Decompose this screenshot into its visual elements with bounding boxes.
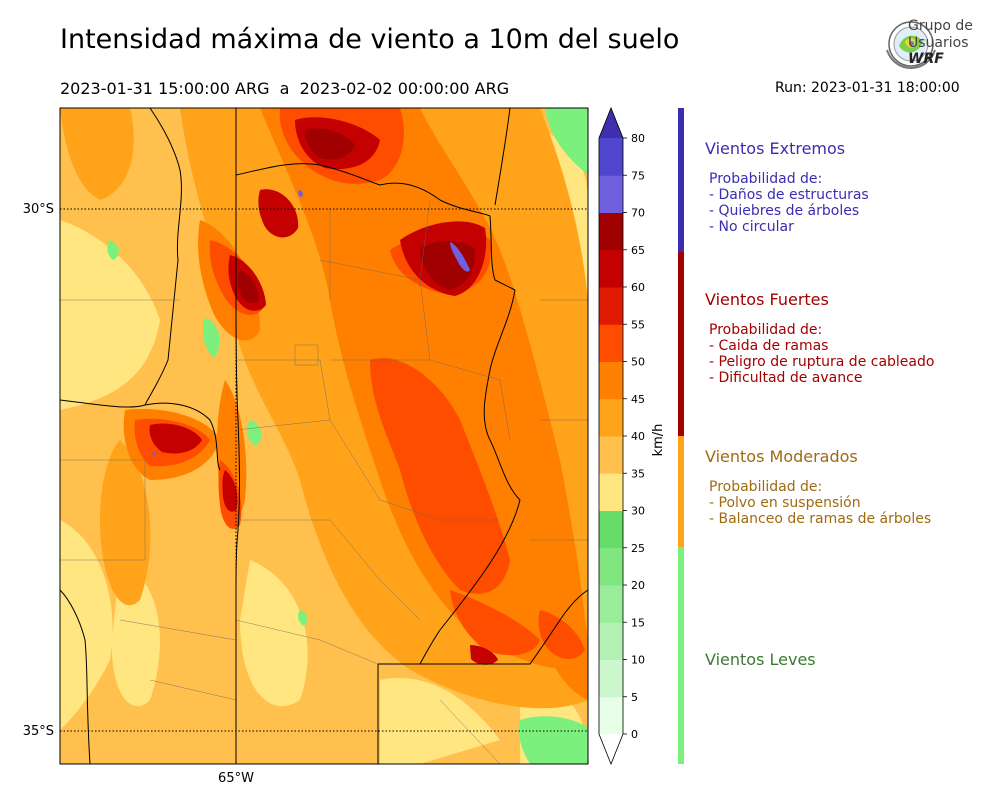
colorbar-extend-max bbox=[599, 108, 623, 138]
category-moderate-desc: Probabilidad de: - Polvo en suspensión -… bbox=[709, 479, 931, 527]
category-extreme-item: - No circular bbox=[709, 219, 794, 235]
wind-field-60-65 bbox=[237, 128, 476, 304]
colorbar-tick-label: 5 bbox=[631, 691, 638, 704]
colorbar-tick-label: 15 bbox=[631, 616, 645, 629]
colorbar-segment bbox=[599, 473, 623, 511]
category-light-title: Vientos Leves bbox=[705, 650, 816, 669]
lon-label-65w: 65°W bbox=[218, 771, 254, 786]
colorbar-segment bbox=[599, 547, 623, 586]
department-boundaries bbox=[60, 199, 588, 764]
colorbar-segment bbox=[599, 212, 623, 251]
colorbar-segment bbox=[599, 585, 623, 623]
colorbar-tick-label: 30 bbox=[631, 505, 645, 518]
category-moderate: Vientos Moderados Probabilidad de: - Pol… bbox=[705, 447, 931, 527]
lat-label-30s: 30°S bbox=[23, 202, 54, 217]
category-light: Vientos Leves bbox=[705, 650, 816, 669]
category-moderate-title: Vientos Moderados bbox=[705, 447, 858, 466]
colorbar-segment bbox=[599, 361, 623, 400]
forecast-period: 2023-01-31 15:00:00 ARG a 2023-02-02 00:… bbox=[60, 79, 510, 98]
colorbar-segment bbox=[599, 138, 623, 176]
category-extreme-heading: Probabilidad de: bbox=[709, 171, 823, 187]
wrf-logo bbox=[886, 21, 936, 69]
map-title: Intensidad máxima de viento a 10m del su… bbox=[60, 24, 680, 55]
colorbar-segment bbox=[599, 287, 623, 325]
colorbar-segment bbox=[599, 510, 623, 549]
colorbar-segment bbox=[599, 436, 623, 474]
colorbar: 0 5 10 15 20 25 30 35 40 45 50 55 60 65 70 75 80 bbox=[598, 106, 645, 766]
category-strong-title: Vientos Fuertes bbox=[705, 290, 829, 309]
category-extreme-item: - Daños de estructuras bbox=[709, 187, 869, 203]
run-timestamp: Run: 2023-01-31 18:00:00 bbox=[775, 80, 960, 96]
colorbar-tick-label: 25 bbox=[631, 542, 645, 555]
category-extreme-item: - Quiebres de árboles bbox=[709, 203, 860, 219]
logo-text-line3: WRF bbox=[908, 51, 944, 67]
logo-text-line2: Usuarios bbox=[908, 35, 969, 51]
colorbar-tick-label: 10 bbox=[631, 654, 645, 667]
category-moderate-item: - Polvo en suspensión bbox=[709, 495, 861, 511]
colorbar-tick-label: 35 bbox=[631, 467, 645, 480]
wind-field-over-65 bbox=[153, 190, 470, 456]
category-strong-item: - Peligro de ruptura de cableado bbox=[709, 354, 935, 370]
colorbar-tick-label: 65 bbox=[631, 244, 645, 257]
colorbar-tick-label: 80 bbox=[631, 132, 645, 145]
colorbar-segment bbox=[599, 659, 623, 698]
province-boundaries bbox=[60, 108, 588, 764]
category-moderate-item: - Balanceo de ramas de árboles bbox=[709, 511, 932, 527]
lat-label-35s: 35°S bbox=[23, 724, 54, 739]
map-frame bbox=[59, 107, 589, 765]
colorbar-tick-label: 75 bbox=[631, 169, 645, 182]
colorbar-segment bbox=[599, 324, 623, 362]
colorbar-extend-min bbox=[599, 734, 623, 764]
colorbar-segment bbox=[599, 696, 623, 735]
colorbar-tick-label: 50 bbox=[631, 356, 645, 369]
logo-text-line1: Grupo de bbox=[908, 18, 973, 34]
category-bar bbox=[678, 252, 684, 436]
colorbar-tick-label: 60 bbox=[631, 281, 645, 294]
category-extreme-desc: Probabilidad de: - Daños de estructuras … bbox=[709, 171, 869, 235]
category-extreme: Vientos Extremos Probabilidad de: - Daño… bbox=[705, 139, 869, 235]
category-strong: Vientos Fuertes Probabilidad de: - Caida… bbox=[705, 290, 934, 386]
colorbar-tick-label: 55 bbox=[631, 318, 645, 331]
colorbar-segment bbox=[599, 175, 623, 213]
colorbar-tick-label: 40 bbox=[631, 430, 645, 443]
graticule bbox=[60, 108, 588, 764]
colorbar-segment bbox=[599, 622, 623, 660]
colorbar-unit-label: km/h bbox=[651, 424, 666, 457]
category-bars bbox=[678, 108, 684, 764]
category-extreme-title: Vientos Extremos bbox=[705, 139, 846, 158]
category-bar bbox=[678, 547, 684, 764]
category-bar bbox=[678, 108, 684, 252]
colorbar-segment bbox=[599, 398, 623, 437]
category-strong-item: - Dificultad de avance bbox=[709, 370, 863, 386]
colorbar-tick-label: 20 bbox=[631, 579, 645, 592]
category-strong-item: - Caida de ramas bbox=[709, 338, 829, 354]
category-moderate-heading: Probabilidad de: bbox=[709, 479, 823, 495]
colorbar-segment bbox=[599, 249, 623, 288]
category-bar bbox=[678, 436, 684, 547]
colorbar-tick-label: 70 bbox=[631, 207, 645, 220]
colorbar-tick-label: 0 bbox=[631, 728, 638, 741]
colorbar-tick-label: 45 bbox=[631, 393, 645, 406]
category-strong-desc: Probabilidad de: - Caida de ramas - Peli… bbox=[709, 322, 934, 386]
wind-map bbox=[60, 108, 588, 764]
category-strong-heading: Probabilidad de: bbox=[709, 322, 823, 338]
